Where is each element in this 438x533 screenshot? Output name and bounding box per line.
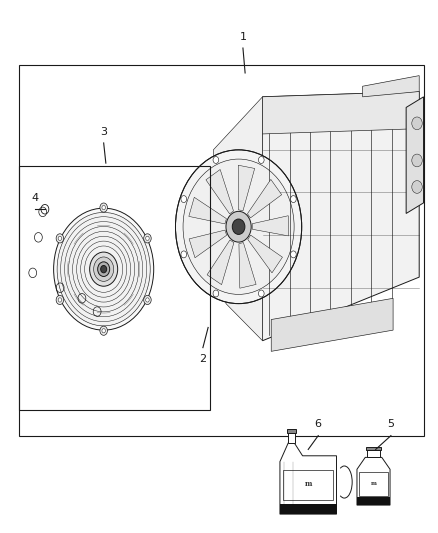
Circle shape: [101, 265, 107, 273]
Circle shape: [98, 262, 110, 277]
Text: m: m: [304, 480, 312, 488]
Circle shape: [56, 234, 64, 243]
Circle shape: [57, 213, 150, 326]
Polygon shape: [363, 76, 419, 97]
Bar: [283, 470, 333, 499]
Bar: [366, 447, 381, 450]
Circle shape: [181, 251, 187, 258]
Circle shape: [258, 157, 264, 164]
Circle shape: [176, 150, 302, 304]
Text: m: m: [371, 481, 376, 486]
Text: 5: 5: [388, 419, 394, 429]
Circle shape: [100, 326, 107, 335]
Polygon shape: [189, 230, 226, 258]
Circle shape: [213, 157, 219, 164]
Circle shape: [290, 251, 296, 258]
Circle shape: [100, 203, 107, 212]
Circle shape: [183, 159, 294, 294]
Bar: [359, 472, 388, 496]
Bar: [357, 497, 390, 505]
Circle shape: [58, 236, 62, 240]
Polygon shape: [213, 97, 262, 341]
Polygon shape: [252, 216, 289, 236]
Circle shape: [213, 290, 219, 297]
Polygon shape: [280, 442, 336, 514]
Circle shape: [102, 329, 106, 333]
Bar: [287, 429, 296, 433]
Circle shape: [102, 205, 106, 209]
Polygon shape: [357, 457, 390, 505]
Circle shape: [290, 196, 296, 203]
Bar: [280, 504, 336, 514]
Circle shape: [90, 252, 118, 286]
Polygon shape: [262, 92, 419, 341]
Circle shape: [232, 219, 245, 235]
Circle shape: [94, 257, 114, 281]
Polygon shape: [406, 97, 424, 214]
Bar: [288, 433, 295, 442]
Polygon shape: [239, 243, 256, 288]
Polygon shape: [271, 298, 393, 351]
Circle shape: [56, 295, 64, 304]
Circle shape: [181, 196, 187, 203]
Circle shape: [258, 290, 264, 297]
Polygon shape: [206, 169, 233, 214]
Polygon shape: [189, 197, 226, 224]
Circle shape: [53, 208, 154, 330]
Text: 2: 2: [199, 354, 206, 364]
Text: 1: 1: [240, 31, 247, 42]
Bar: [19, 166, 210, 410]
Bar: [367, 450, 380, 457]
Circle shape: [412, 117, 422, 130]
Circle shape: [144, 234, 151, 243]
Circle shape: [146, 298, 149, 302]
Polygon shape: [238, 165, 254, 211]
Polygon shape: [262, 92, 419, 134]
Text: 3: 3: [100, 127, 107, 136]
Polygon shape: [248, 235, 283, 273]
Text: 6: 6: [315, 419, 322, 429]
Circle shape: [144, 295, 151, 304]
Circle shape: [146, 236, 149, 240]
Polygon shape: [247, 180, 282, 218]
Polygon shape: [207, 240, 234, 285]
Circle shape: [412, 181, 422, 193]
Circle shape: [412, 154, 422, 167]
Bar: [19, 65, 424, 436]
Circle shape: [226, 212, 251, 242]
Circle shape: [58, 298, 62, 302]
Text: 4: 4: [32, 193, 39, 203]
